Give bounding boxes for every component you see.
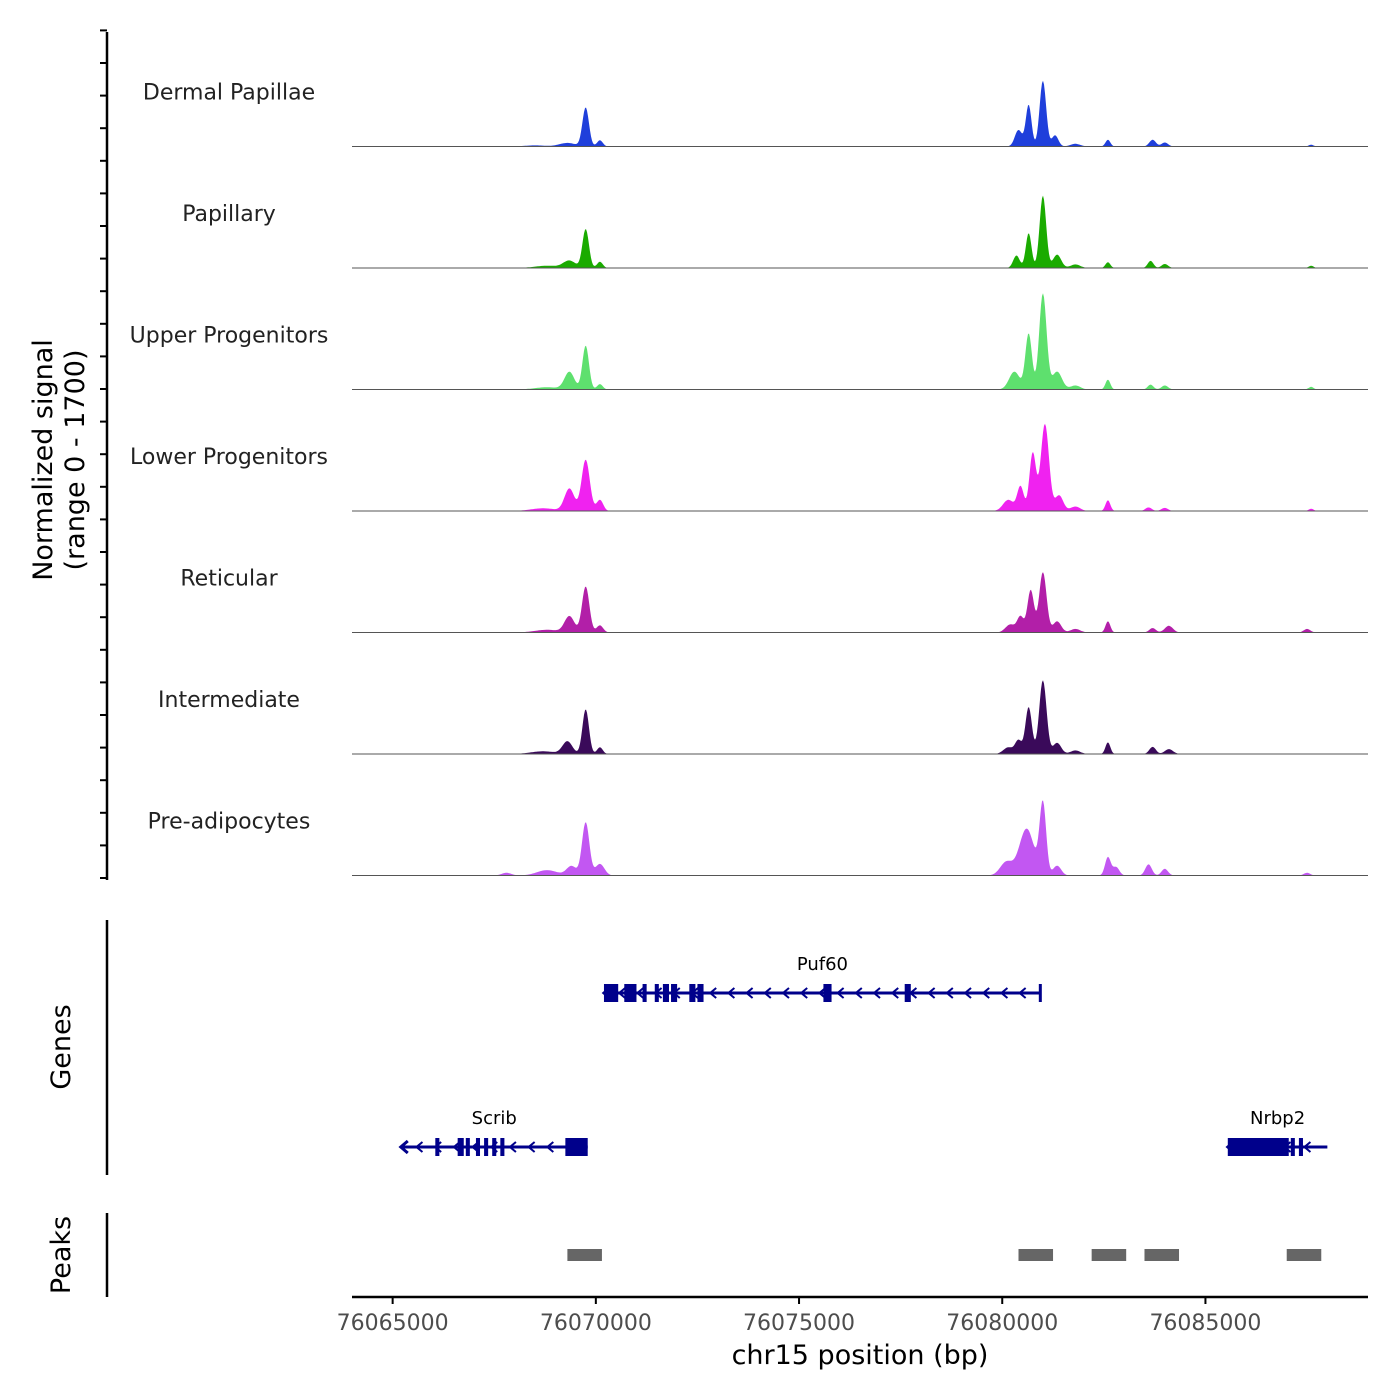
gene-exon	[671, 984, 678, 1002]
y-axis-title-line1: Normalized signal	[28, 339, 59, 581]
gene-label: Scrib	[472, 1108, 517, 1129]
gene-end-arrow	[398, 1139, 409, 1155]
strand-arrow	[981, 987, 990, 999]
gene-nrbp2: Nrbp2	[1225, 1108, 1328, 1156]
gene-exon	[654, 984, 659, 1002]
gene-exon	[492, 1138, 497, 1156]
track-label: Lower Progenitors	[130, 445, 328, 470]
x-tick-label: 76080000	[946, 1311, 1058, 1336]
gene-exon	[603, 984, 619, 1002]
strand-arrow	[999, 987, 1009, 999]
axes: 76065000 76070000 76075000 76080000 76085000	[100, 29, 1368, 1336]
strand-arrow	[817, 987, 827, 999]
peak-region	[1144, 1249, 1180, 1261]
track-label: Intermediate	[158, 688, 300, 713]
gene-exon	[565, 1138, 588, 1156]
track-signal-area	[352, 423, 1368, 511]
strand-arrow	[836, 987, 845, 999]
strand-arrow	[508, 1141, 517, 1153]
strand-arrow	[414, 1141, 424, 1153]
peak-region	[1286, 1249, 1322, 1261]
track-upper-progenitors: Upper Progenitors	[130, 293, 1368, 390]
gene-scrib: Scrib	[398, 1108, 588, 1156]
gene-exon	[500, 1138, 505, 1156]
x-tick-label: 76070000	[540, 1311, 652, 1336]
track-label: Dermal Papillae	[143, 81, 315, 106]
strand-arrow	[1302, 1141, 1312, 1153]
strand-arrow	[726, 987, 736, 999]
gene-exon	[823, 984, 832, 1002]
coverage-tracks: Dermal Papillae Papillary Upper Progenitor…	[130, 81, 1368, 876]
gene-exon	[624, 984, 637, 1002]
track-signal-area	[352, 293, 1368, 390]
strand-arrow	[1018, 987, 1027, 999]
gene-exon	[662, 984, 669, 1002]
gene-exon	[457, 1138, 464, 1156]
strand-arrow	[927, 987, 936, 999]
gene-exon	[475, 1138, 481, 1156]
strand-arrow	[545, 1141, 554, 1153]
track-signal-area	[352, 800, 1368, 876]
track-label: Pre-adipocytes	[148, 810, 311, 835]
strand-arrow	[781, 987, 790, 999]
x-tick-label: 76065000	[337, 1311, 449, 1336]
x-axis-title: chr15 position (bp)	[732, 1340, 989, 1371]
gene-exon	[465, 1138, 470, 1156]
peak-region	[567, 1249, 602, 1261]
strand-arrow	[963, 987, 972, 999]
strand-arrow	[799, 987, 808, 999]
strand-arrow	[708, 987, 717, 999]
y-axis-subtitle: (range 0 - 1700)	[60, 350, 91, 571]
track-papillary: Papillary	[182, 195, 1368, 269]
peak-region	[1018, 1249, 1054, 1261]
gene-label: Puf60	[797, 954, 848, 975]
peaks-axis-title: Peaks	[46, 1216, 77, 1294]
genes-axis-title: Genes	[46, 1004, 77, 1089]
x-tick-label: 76085000	[1149, 1311, 1261, 1336]
peak-region	[1091, 1249, 1127, 1261]
track-signal-area	[352, 195, 1368, 268]
gene-exon	[697, 984, 704, 1002]
peak-track	[567, 1249, 1322, 1261]
track-signal-area	[352, 80, 1368, 147]
track-reticular: Reticular	[180, 567, 1368, 633]
strand-arrow	[745, 987, 754, 999]
gene-exon	[904, 984, 911, 1002]
gene-puf60: Puf60	[601, 954, 1042, 1002]
gene-exon	[484, 1138, 489, 1156]
y-axis-title: Normalized signal	[28, 339, 59, 581]
strand-arrow	[635, 987, 645, 999]
strand-arrow	[854, 987, 863, 999]
track-dermal-papillae: Dermal Papillae	[143, 81, 1368, 147]
track-signal-area	[352, 680, 1368, 754]
gene-exon	[1038, 984, 1042, 1002]
track-label: Papillary	[182, 202, 276, 227]
track-signal-area	[352, 572, 1368, 633]
gene-track: Puf60 Scrib Nrbp2	[398, 954, 1328, 1156]
track-label: Reticular	[180, 567, 278, 592]
gene-exon	[642, 984, 647, 1002]
track-pre-adipocytes: Pre-adipocytes	[148, 800, 1368, 876]
x-tick-label: 76075000	[743, 1311, 855, 1336]
gene-exon	[1290, 1138, 1295, 1156]
y-axis-title-line2: (range 0 - 1700)	[60, 350, 91, 571]
strand-arrow	[890, 987, 899, 999]
gene-exon	[1298, 1138, 1303, 1156]
strand-arrow	[763, 987, 772, 999]
gene-exon	[435, 1138, 440, 1156]
track-lower-progenitors: Lower Progenitors	[130, 423, 1368, 512]
gene-label: Nrbp2	[1250, 1108, 1305, 1129]
track-intermediate: Intermediate	[158, 680, 1368, 755]
strand-arrow	[872, 987, 881, 999]
strand-arrow	[617, 987, 626, 999]
gene-exon	[689, 984, 696, 1002]
strand-arrow	[945, 987, 954, 999]
strand-arrow	[527, 1141, 536, 1153]
gene-exon	[1227, 1138, 1289, 1156]
track-label: Upper Progenitors	[130, 324, 329, 349]
